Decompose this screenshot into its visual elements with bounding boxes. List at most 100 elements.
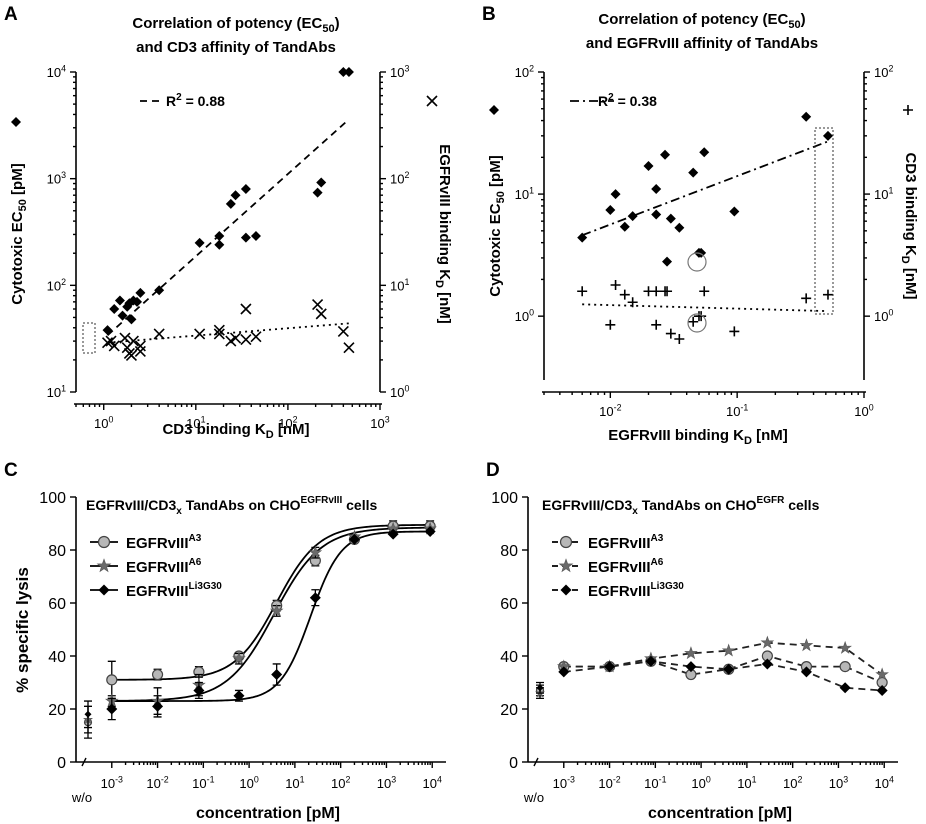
x-axis-label: concentration [pM] xyxy=(196,805,340,822)
x-marker xyxy=(134,345,146,358)
chart-title-line2: and CD3 affinity of TandAbs xyxy=(136,39,336,56)
plot-area: 0 20 40 60 80 100 10-3 10-2 10-1 100 101 102 103 104 w… xyxy=(491,490,898,805)
diamond-marker xyxy=(122,301,133,312)
x-tick-label: 10-1 xyxy=(192,775,214,791)
x-tick-label: 10-3 xyxy=(553,775,575,791)
diamond-marker xyxy=(309,592,321,604)
x-tick-label: 100 xyxy=(239,775,258,791)
y2-axis-label: CD3 binding KD [nM] xyxy=(899,152,919,299)
x-tick-label: 104 xyxy=(875,775,894,791)
axis-break xyxy=(533,757,539,767)
fit-line xyxy=(106,118,350,336)
diamond-marker xyxy=(135,287,146,298)
diamond-marker xyxy=(665,213,676,224)
diamond-marker xyxy=(643,160,654,171)
y2-tick-label: 100 xyxy=(874,308,893,324)
diamond-marker xyxy=(822,130,833,141)
diamond-marker xyxy=(651,184,662,195)
x-tick-label: 101 xyxy=(186,415,205,431)
fit-line xyxy=(581,140,829,237)
diamond-marker xyxy=(651,209,662,220)
plus-marker xyxy=(619,289,630,300)
plus-marker xyxy=(651,319,662,330)
circle-marker xyxy=(106,674,118,686)
diamond-marker xyxy=(348,533,360,545)
diamond-marker xyxy=(685,661,697,673)
highlight-circle xyxy=(687,313,707,333)
diamond-marker xyxy=(214,239,225,250)
diamond-marker xyxy=(312,187,323,198)
x-tick-label: 102 xyxy=(278,415,297,431)
y-tick-label: 40 xyxy=(48,649,66,666)
x-axis-label: concentration [pM] xyxy=(648,805,792,822)
panel-label: B xyxy=(482,4,496,25)
diamond-marker xyxy=(126,314,137,325)
x-tick-label: 101 xyxy=(285,775,304,791)
x-marker xyxy=(108,340,120,352)
y-tick-label: 40 xyxy=(500,649,518,666)
diamond-marker xyxy=(233,690,245,702)
plot-area: 10-2 10-1 100 100 101 102 100 101 102 xyxy=(489,64,913,419)
diamond-marker xyxy=(696,247,707,258)
x-tick-label: 100 xyxy=(94,415,113,431)
chart-title-line1: Correlation of potency (EC50) xyxy=(132,15,339,35)
x-marker xyxy=(315,308,327,320)
legend-label: EGFRvIIIA3 xyxy=(588,533,664,552)
legend-label: EGFRvIIIA6 xyxy=(126,557,202,576)
x-tick-label: 102 xyxy=(783,775,802,791)
diamond-marker xyxy=(605,205,616,216)
diamond-marker xyxy=(610,189,621,200)
diamond-marker xyxy=(619,221,630,232)
plus-marker xyxy=(662,286,673,297)
x-marker xyxy=(194,328,206,340)
diamond-marker xyxy=(699,147,710,158)
chart-title: EGFRvIII/CD3x TandAbs on CHOEGFRvIII cel… xyxy=(86,495,377,517)
x-tick-label: 10-1 xyxy=(644,775,666,791)
star-marker xyxy=(308,545,323,559)
fit-line xyxy=(582,303,829,313)
y-tick-label: 100 xyxy=(491,490,518,507)
x-tick-label: 103 xyxy=(377,775,396,791)
y-axis-label: Cytotoxic EC50 [pM] xyxy=(487,155,507,296)
star-marker xyxy=(232,651,246,665)
y-tick-label: 104 xyxy=(47,64,66,80)
x-marker xyxy=(125,349,138,362)
diamond-marker xyxy=(132,296,143,307)
diamond-marker xyxy=(117,310,128,321)
panel-a: A Correlation of potency (EC50) and CD3 … xyxy=(4,4,453,441)
star-marker xyxy=(760,635,775,649)
x-marker xyxy=(229,332,242,344)
star-marker xyxy=(875,667,889,681)
plus-marker xyxy=(674,334,685,345)
star-marker xyxy=(721,643,736,657)
fit-curve xyxy=(111,530,431,702)
w-o-label: w/o xyxy=(523,790,544,805)
axis-break xyxy=(81,757,87,767)
y-tick-label: 102 xyxy=(47,277,66,293)
x-tick-label: 100 xyxy=(854,403,873,419)
x-marker xyxy=(134,340,146,352)
diamond-marker xyxy=(84,710,92,718)
star-marker xyxy=(269,603,284,617)
x-marker xyxy=(213,324,225,336)
star-marker xyxy=(96,558,112,573)
plus-marker xyxy=(903,105,913,115)
diamond-marker xyxy=(338,67,349,77)
plus-marker xyxy=(577,286,588,297)
x-tick-label: 100 xyxy=(691,775,710,791)
chart-title: EGFRvIII/CD3x TandAbs on CHOEGFR cells xyxy=(542,495,820,517)
x-tick-label: 10-2 xyxy=(598,775,620,791)
diamond-marker xyxy=(839,682,851,694)
diamond-marker xyxy=(316,177,327,188)
diamond-marker xyxy=(194,237,205,248)
x-marker xyxy=(119,332,131,344)
diamond-marker xyxy=(11,117,21,127)
x-marker xyxy=(343,342,355,354)
y-tick-label: 20 xyxy=(48,702,66,719)
plus-marker xyxy=(605,319,616,330)
x-tick-label: 10-1 xyxy=(726,403,748,419)
diamond-marker xyxy=(723,663,735,675)
diamond-marker xyxy=(230,190,241,201)
y-tick-label: 102 xyxy=(515,64,534,80)
